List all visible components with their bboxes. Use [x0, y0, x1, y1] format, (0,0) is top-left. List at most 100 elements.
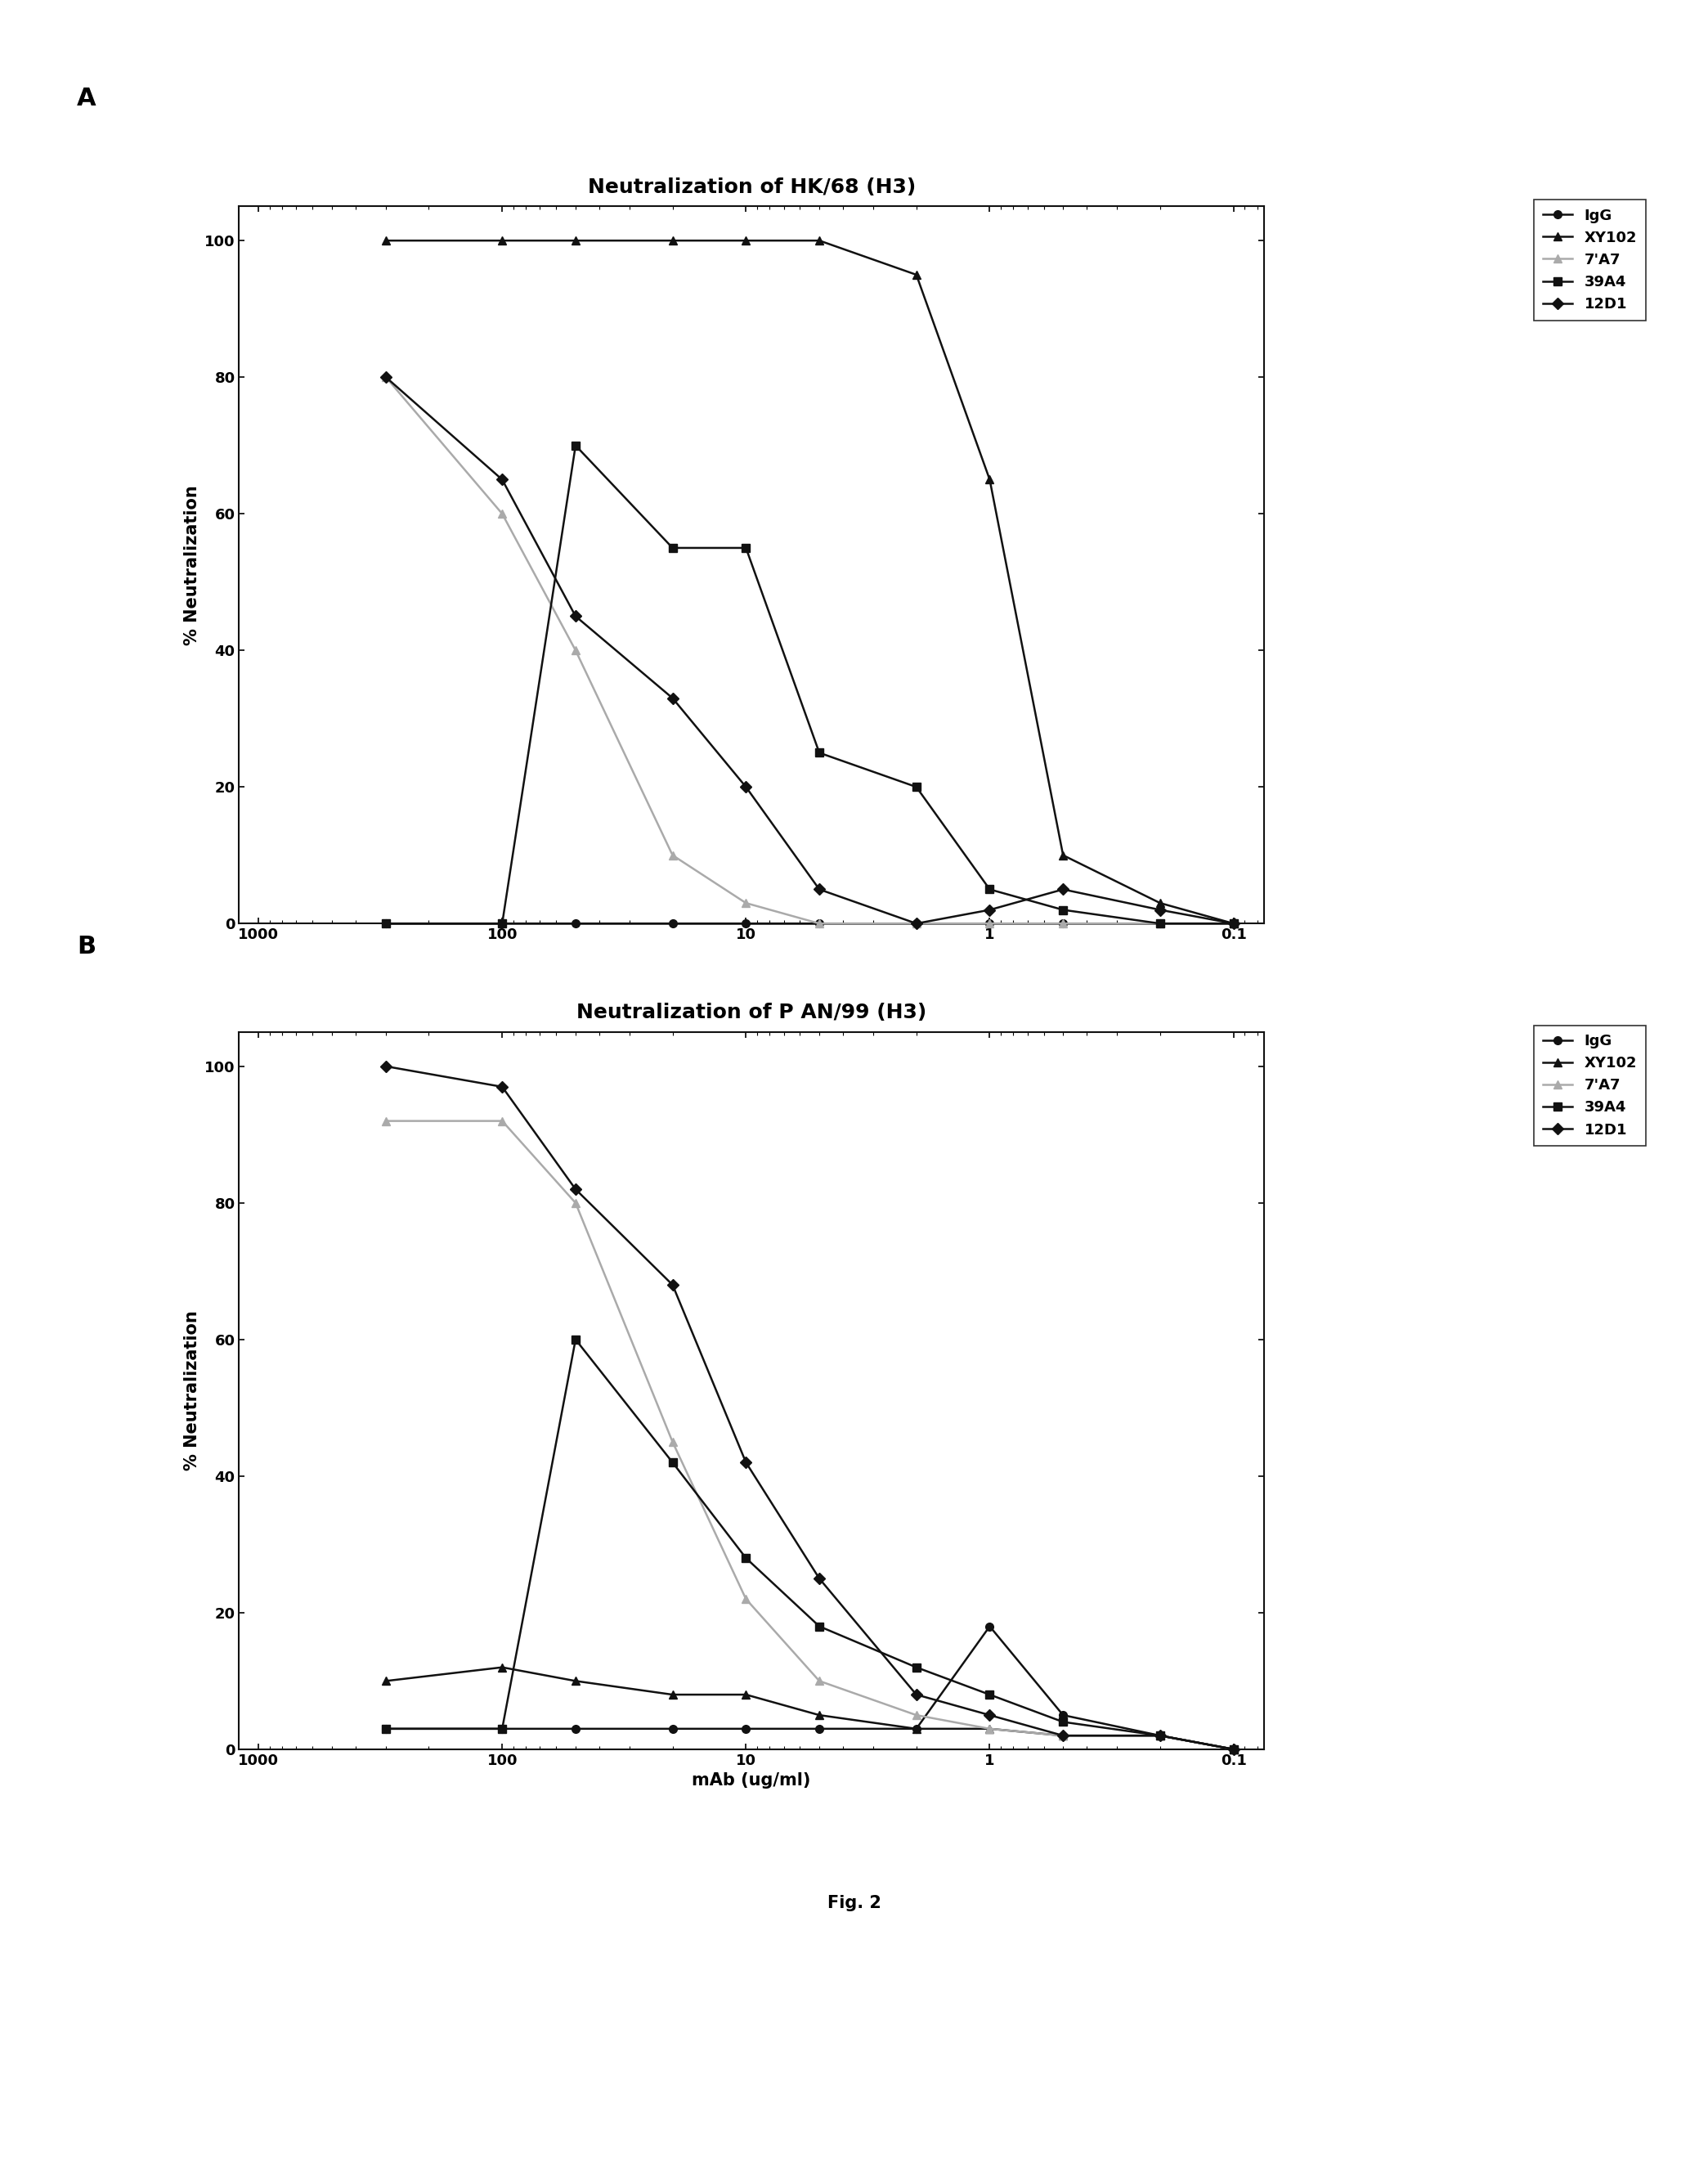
XY102	[492, 1654, 512, 1680]
7'A7	[492, 1108, 512, 1134]
7'A7	[376, 365, 396, 391]
7'A7	[1052, 1723, 1073, 1749]
Legend: IgG, XY102, 7'A7, 39A4, 12D1: IgG, XY102, 7'A7, 39A4, 12D1	[1534, 200, 1647, 319]
7'A7	[979, 1717, 999, 1743]
39A4	[492, 1717, 512, 1743]
7'A7	[905, 910, 926, 937]
Y-axis label: % Neutralization: % Neutralization	[183, 485, 200, 645]
IgG	[736, 910, 757, 937]
7'A7	[1223, 910, 1243, 937]
39A4	[376, 1717, 396, 1743]
12D1	[1149, 1723, 1170, 1749]
12D1	[1052, 876, 1073, 902]
Text: A: A	[77, 87, 96, 111]
XY102	[492, 228, 512, 254]
7'A7	[1052, 910, 1073, 937]
Line: 39A4: 39A4	[383, 1336, 1237, 1754]
IgG	[736, 1717, 757, 1743]
IgG	[1052, 910, 1073, 937]
IgG	[1149, 910, 1170, 937]
Line: IgG: IgG	[383, 919, 1237, 928]
39A4	[1052, 1708, 1073, 1734]
XY102	[663, 228, 683, 254]
12D1	[565, 604, 586, 630]
12D1	[736, 1449, 757, 1475]
Line: 7'A7: 7'A7	[383, 1117, 1237, 1754]
IgG	[810, 1717, 830, 1743]
39A4	[565, 432, 586, 459]
XY102	[1052, 843, 1073, 869]
XY102	[1223, 910, 1243, 937]
IgG	[1223, 910, 1243, 937]
Title: Neutralization of P AN/99 (H3): Neutralization of P AN/99 (H3)	[576, 1004, 927, 1023]
XY102	[663, 1682, 683, 1708]
XY102	[736, 228, 757, 254]
IgG	[905, 910, 926, 937]
39A4	[736, 1545, 757, 1571]
39A4	[663, 535, 683, 561]
IgG	[979, 910, 999, 937]
39A4	[979, 1682, 999, 1708]
39A4	[810, 739, 830, 765]
7'A7	[492, 500, 512, 526]
IgG	[492, 1717, 512, 1743]
7'A7	[1149, 910, 1170, 937]
7'A7	[565, 637, 586, 663]
7'A7	[810, 1669, 830, 1695]
39A4	[905, 1654, 926, 1680]
39A4	[1149, 910, 1170, 937]
Line: 12D1: 12D1	[383, 374, 1237, 928]
XY102	[736, 1682, 757, 1708]
39A4	[736, 535, 757, 561]
Line: 12D1: 12D1	[383, 1063, 1237, 1754]
12D1	[979, 897, 999, 924]
IgG	[376, 1717, 396, 1743]
IgG	[1223, 1736, 1243, 1762]
IgG	[905, 1717, 926, 1743]
IgG	[1149, 1723, 1170, 1749]
IgG	[565, 1717, 586, 1743]
7'A7	[1223, 1736, 1243, 1762]
7'A7	[376, 1108, 396, 1134]
IgG	[492, 910, 512, 937]
IgG	[565, 910, 586, 937]
Line: 7'A7: 7'A7	[383, 374, 1237, 928]
7'A7	[810, 910, 830, 937]
12D1	[1052, 1723, 1073, 1749]
12D1	[663, 1271, 683, 1297]
39A4	[1223, 1736, 1243, 1762]
12D1	[663, 684, 683, 711]
IgG	[663, 1717, 683, 1743]
7'A7	[979, 910, 999, 937]
12D1	[810, 876, 830, 902]
12D1	[905, 1682, 926, 1708]
XY102	[1052, 1723, 1073, 1749]
XY102	[810, 228, 830, 254]
12D1	[565, 1176, 586, 1202]
39A4	[492, 910, 512, 937]
IgG	[663, 910, 683, 937]
XY102	[979, 1717, 999, 1743]
12D1	[979, 1701, 999, 1728]
IgG	[979, 1612, 999, 1638]
IgG	[376, 910, 396, 937]
12D1	[376, 365, 396, 391]
XY102	[1149, 1723, 1170, 1749]
XY102	[376, 228, 396, 254]
12D1	[492, 467, 512, 493]
7'A7	[1149, 1723, 1170, 1749]
Text: B: B	[77, 934, 96, 958]
39A4	[663, 1449, 683, 1475]
XY102	[1149, 891, 1170, 917]
12D1	[810, 1565, 830, 1591]
XY102	[905, 1717, 926, 1743]
39A4	[376, 910, 396, 937]
39A4	[810, 1612, 830, 1638]
XY102	[979, 467, 999, 493]
XY102	[1223, 1736, 1243, 1762]
7'A7	[565, 1191, 586, 1217]
7'A7	[663, 1430, 683, 1456]
7'A7	[663, 843, 683, 869]
XY102	[376, 1669, 396, 1695]
IgG	[1052, 1701, 1073, 1728]
